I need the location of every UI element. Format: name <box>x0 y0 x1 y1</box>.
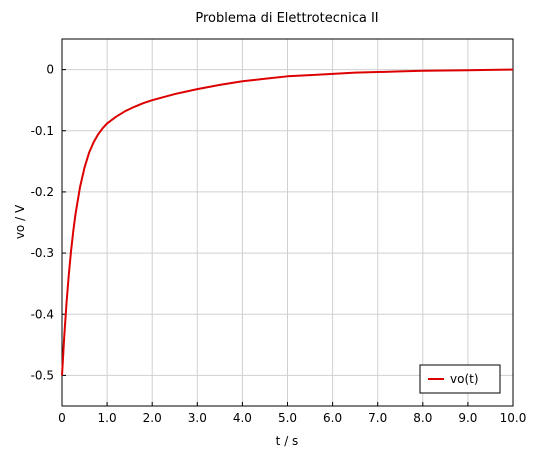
x-tick-label: 2.0 <box>143 411 162 425</box>
y-tick-label: -0.4 <box>31 307 54 321</box>
x-tick-label: 8.0 <box>413 411 432 425</box>
x-tick-label: 7.0 <box>368 411 387 425</box>
legend: vo(t) <box>419 364 501 394</box>
x-tick-label: 4.0 <box>233 411 252 425</box>
y-tick-label: -0.3 <box>31 246 54 260</box>
x-tick-label: 1.0 <box>98 411 117 425</box>
series-layer <box>61 68 514 376</box>
x-tick-label: 10.0 <box>500 411 527 425</box>
x-tick-label: 6.0 <box>323 411 342 425</box>
x-axis: 0 1.0 2.0 3.0 4.0 5.0 6.0 7.0 8.0 9.0 10.0 <box>58 402 526 425</box>
x-tick-label: 9.0 <box>458 411 477 425</box>
y-tick-label: -0.1 <box>31 124 54 138</box>
series-line-0 <box>61 68 514 376</box>
x-tick-label: 0 <box>58 411 66 425</box>
y-tick-label: -0.5 <box>31 368 54 382</box>
x-tick-label: 5.0 <box>278 411 297 425</box>
x-axis-label: t / s <box>276 434 299 448</box>
y-tick-label: 0 <box>46 63 54 77</box>
grid <box>61 39 514 406</box>
legend-label: vo(t) <box>450 372 479 386</box>
y-axis-label: vo / V <box>13 204 27 239</box>
y-axis: 0 -0.1 -0.2 -0.3 -0.4 -0.5 <box>31 63 66 382</box>
y-tick-label: -0.2 <box>31 185 54 199</box>
x-tick-label: 3.0 <box>188 411 207 425</box>
chart-title: Problema di Elettrotecnica II <box>195 11 378 26</box>
